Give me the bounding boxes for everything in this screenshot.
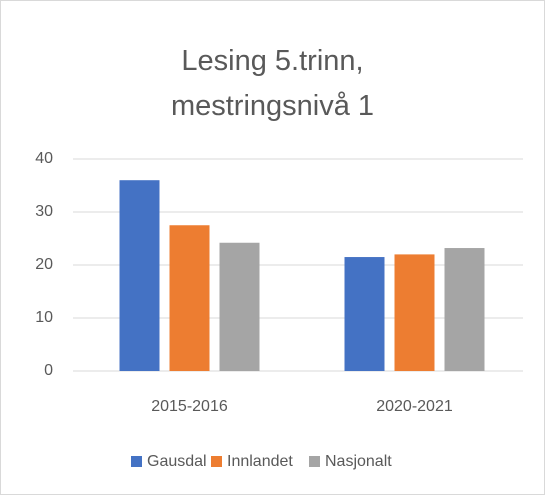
legend-label: Gausdal bbox=[147, 453, 207, 470]
y-tick-label: 40 bbox=[35, 150, 53, 167]
legend-label: Nasjonalt bbox=[325, 453, 392, 470]
y-tick-label: 0 bbox=[44, 362, 53, 379]
bar bbox=[394, 254, 435, 371]
bar bbox=[344, 257, 385, 371]
bar bbox=[444, 248, 485, 371]
x-tick-label: 2015-2016 bbox=[151, 398, 228, 415]
y-tick-label: 30 bbox=[35, 203, 53, 220]
x-tick-label: 2020-2021 bbox=[376, 398, 453, 415]
bar bbox=[169, 225, 210, 371]
chart-title: Lesing 5.trinn, mestringsnivå 1 bbox=[170, 45, 375, 122]
legend-swatch bbox=[309, 456, 320, 467]
bar bbox=[219, 242, 260, 371]
y-tick-label: 10 bbox=[35, 309, 53, 326]
y-tick-label: 20 bbox=[35, 256, 53, 273]
legend-label: Innlandet bbox=[227, 453, 293, 470]
bar bbox=[119, 180, 160, 371]
legend-swatch bbox=[131, 456, 142, 467]
legend-swatch bbox=[211, 456, 222, 467]
